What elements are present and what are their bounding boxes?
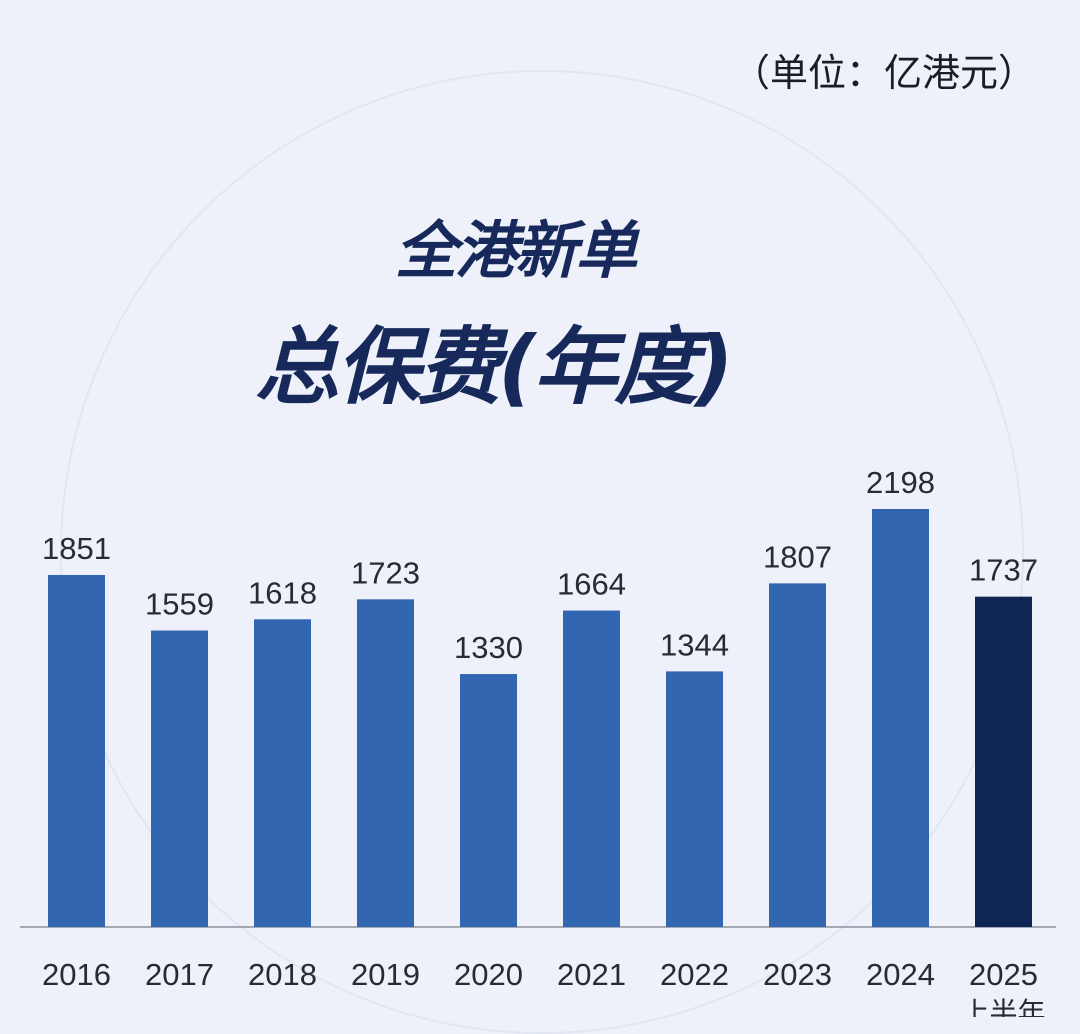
bar-2022 <box>666 671 723 927</box>
x-tick-label-2017: 2017 <box>145 957 214 992</box>
bar-2018 <box>254 619 311 927</box>
bar-2023 <box>769 583 826 927</box>
data-label-2025: 1737 <box>969 553 1038 588</box>
bar-2016 <box>48 574 105 927</box>
data-label-2021: 1664 <box>557 567 626 602</box>
x-tick-label-2022: 2022 <box>660 957 729 992</box>
data-label-2022: 1344 <box>660 627 729 662</box>
unit-label: （单位：亿港元） <box>731 51 1036 95</box>
bar-2021 <box>563 610 620 927</box>
x-tick-label-2021: 2021 <box>557 957 626 992</box>
bar-2017 <box>151 630 208 927</box>
chart-title: 全港新单 <box>395 214 637 287</box>
x-tick-label-2024: 2024 <box>866 957 935 992</box>
data-label-2019: 1723 <box>351 555 420 590</box>
x-tick-label-2018: 2018 <box>248 957 317 992</box>
data-label-2023: 1807 <box>763 539 832 574</box>
bar-2025 <box>975 596 1032 927</box>
data-label-2017: 1559 <box>145 587 214 622</box>
data-label-2024: 2198 <box>866 465 935 500</box>
x-tick-label-2016: 2016 <box>42 957 111 992</box>
data-label-2016: 1851 <box>42 531 111 566</box>
x-tick-label-2020: 2020 <box>454 957 523 992</box>
bar-2024 <box>872 509 929 927</box>
bar-2020 <box>460 674 517 927</box>
data-label-2018: 1618 <box>248 575 317 610</box>
chart-subtitle: 总保费(年度) <box>255 318 734 416</box>
x-tick-label-2019: 2019 <box>351 957 420 992</box>
data-label-2020: 1330 <box>454 630 523 665</box>
x-tick-sublabel-2025: 上半年 <box>961 996 1045 1017</box>
x-tick-label-2023: 2023 <box>763 957 832 992</box>
x-tick-label-2025: 2025 <box>969 957 1038 992</box>
bar-2019 <box>357 599 414 927</box>
